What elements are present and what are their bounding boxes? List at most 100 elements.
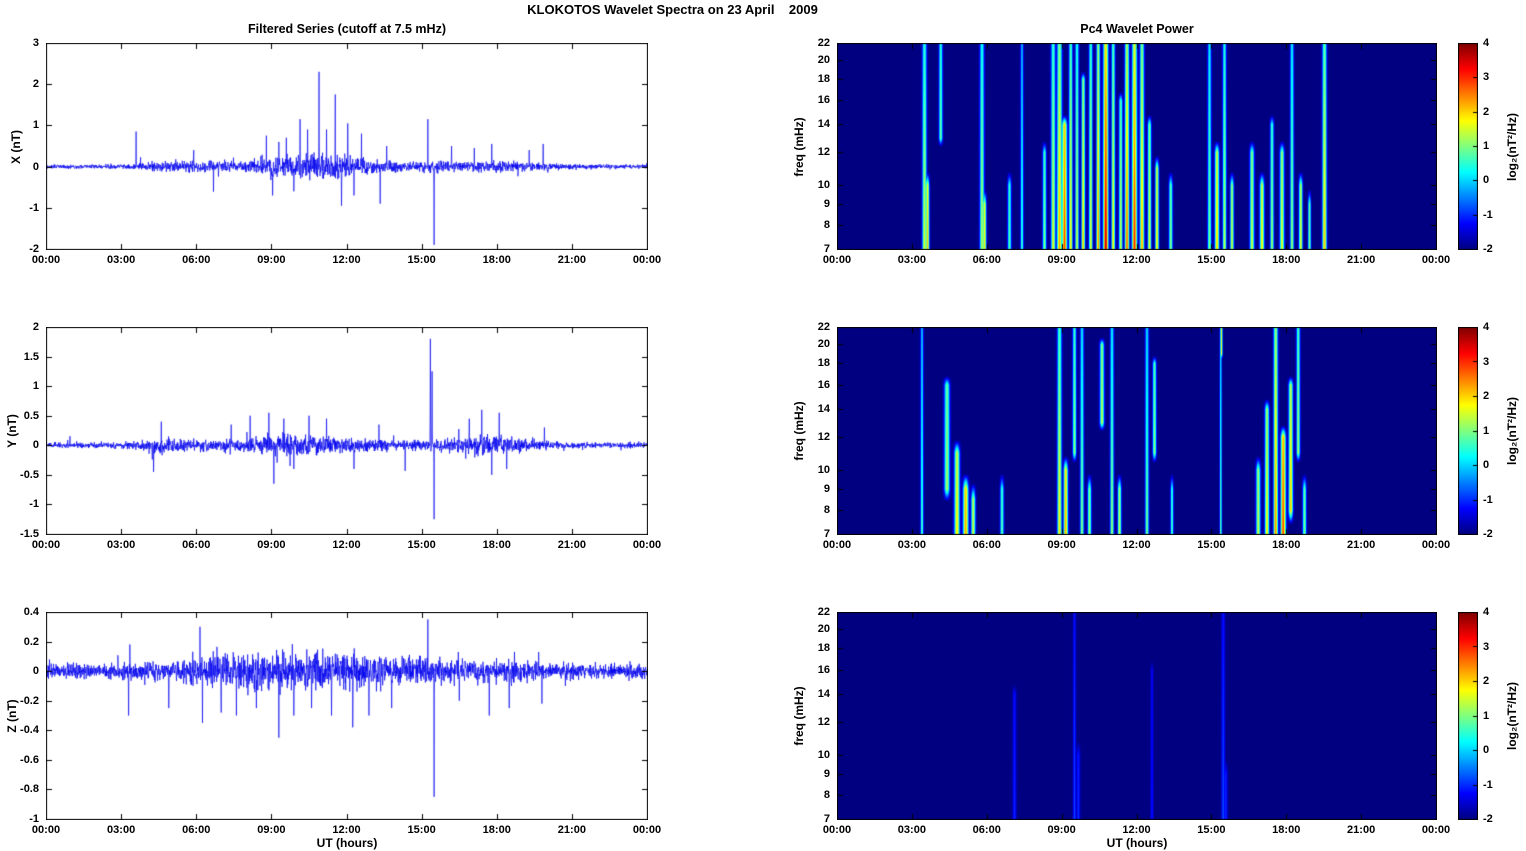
colorbar-tick-label: -2 [1483, 813, 1493, 825]
x-tick-label: 18:00 [1272, 254, 1301, 266]
colorbar-label-3: log₂(nT²/Hz) [1505, 682, 1519, 750]
x-tick-label: 21:00 [1347, 539, 1376, 551]
x-tick-label: 00:00 [632, 254, 662, 266]
x-tick-label: 03:00 [897, 254, 926, 266]
x-tick-label: 06:00 [972, 254, 1001, 266]
freq-tick-label: 22 [817, 321, 830, 333]
y-tick-label: -0.4 [20, 724, 39, 737]
x-tick-label: 00:00 [632, 539, 662, 551]
colorbar-tick-label: -1 [1483, 778, 1493, 791]
x-tick-label: 06:00 [972, 539, 1001, 551]
colorbar-tick-label: 3 [1483, 355, 1490, 368]
x-tick-label: 03:00 [107, 539, 136, 551]
x-tick-label: 03:00 [897, 824, 926, 836]
freq-tick-label: 12 [817, 430, 830, 443]
x-tick-label: 06:00 [972, 824, 1001, 836]
x-tick-label: 00:00 [31, 254, 61, 266]
freq-tick-label: 20 [817, 54, 830, 67]
colorbar-tick-label: 0 [1483, 744, 1490, 756]
freq-tick-label: 7 [823, 528, 830, 540]
x-tick-label: 09:00 [257, 539, 286, 551]
x-tick-label: 15:00 [1197, 539, 1226, 551]
x-tick-label: 00:00 [822, 254, 852, 266]
x-tick-label: 15:00 [1197, 254, 1226, 266]
filtered-series-title: Filtered Series (cutoff at 7.5 mHz) [248, 22, 446, 36]
freq-tick-label: 14 [817, 687, 830, 700]
freq-tick-label: 8 [823, 788, 830, 801]
y-tick-label: -1.5 [20, 528, 39, 540]
x-tick-label: 12:00 [332, 254, 361, 266]
y-tick-label: -1 [29, 813, 39, 825]
z-filtered-series-canvas [46, 612, 648, 820]
y-tick-label: 0 [32, 160, 39, 173]
x-tick-label: 09:00 [1047, 254, 1076, 266]
x-tick-label: 12:00 [332, 824, 361, 836]
freq-tick-label: 8 [823, 218, 830, 231]
x-tick-label: 15:00 [407, 539, 436, 551]
y-pc4-wavelet-power-colorbar-canvas [1458, 327, 1478, 535]
freq-tick-label: 16 [817, 94, 830, 107]
freq-tick-label: 22 [817, 37, 830, 49]
x-tick-label: 12:00 [332, 539, 361, 551]
x-tick-label: 09:00 [1047, 824, 1076, 836]
x-tick-label: 00:00 [1421, 254, 1451, 266]
x-tick-label: 00:00 [31, 824, 61, 836]
y-pc4-wavelet-power-canvas [837, 327, 1437, 535]
freq-tick-label: 16 [817, 663, 830, 676]
freq-axis-label-1: freq (mHz) [792, 117, 806, 177]
colorbar-tick-label: 4 [1483, 321, 1490, 333]
y-tick-label: 1.5 [23, 350, 39, 363]
figure-title: KLOKOTOS Wavelet Spectra on 23 April 200… [527, 2, 818, 17]
x-pc4-wavelet-power-canvas [837, 43, 1437, 250]
y-tick-label: 0.5 [23, 409, 39, 422]
freq-axis-label-3: freq (mHz) [792, 686, 806, 746]
freq-tick-label: 9 [823, 197, 830, 210]
colorbar-tick-label: 4 [1483, 606, 1490, 618]
colorbar-label-2: log₂(nT²/Hz) [1505, 397, 1519, 465]
freq-tick-label: 12 [817, 715, 830, 728]
x-tick-label: 21:00 [557, 824, 586, 836]
freq-tick-label: 18 [817, 642, 830, 655]
colorbar-tick-label: 1 [1483, 424, 1490, 437]
freq-tick-label: 20 [817, 623, 830, 636]
x-filtered-series-canvas [46, 43, 648, 250]
freq-tick-label: 12 [817, 146, 830, 159]
x-tick-label: 21:00 [1347, 254, 1376, 266]
freq-tick-label: 16 [817, 378, 830, 391]
y-tick-label: 0 [32, 665, 39, 678]
colorbar-label-1: log₂(nT²/Hz) [1505, 113, 1519, 181]
freq-axis-label-2: freq (mHz) [792, 401, 806, 461]
x-tick-label: 06:00 [182, 824, 211, 836]
x-tick-label: 03:00 [107, 254, 136, 266]
z-pc4-wavelet-power-canvas [837, 612, 1437, 820]
freq-tick-label: 14 [817, 402, 830, 415]
y-tick-label: 0 [32, 439, 39, 452]
x-axis-label: X (nT) [9, 130, 23, 164]
x-tick-label: 00:00 [1421, 824, 1451, 836]
y-tick-label: -2 [29, 243, 39, 255]
x-tick-label: 06:00 [182, 539, 211, 551]
x-tick-label: 18:00 [1272, 824, 1301, 836]
y-tick-label: 1 [32, 119, 39, 132]
freq-tick-label: 22 [817, 606, 830, 618]
x-tick-label: 18:00 [482, 539, 511, 551]
wavelet-power-title: Pc4 Wavelet Power [1080, 22, 1194, 36]
freq-tick-label: 10 [817, 178, 830, 191]
y-tick-label: 1 [32, 380, 39, 393]
x-tick-label: 15:00 [407, 824, 436, 836]
x-tick-label: 15:00 [1197, 824, 1226, 836]
x-tick-label: 06:00 [182, 254, 211, 266]
colorbar-tick-label: 3 [1483, 71, 1490, 84]
freq-tick-label: 9 [823, 767, 830, 780]
y-tick-label: 0.4 [23, 606, 39, 618]
x-tick-label: 21:00 [557, 539, 586, 551]
freq-tick-label: 9 [823, 482, 830, 495]
x-tick-label: 09:00 [257, 254, 286, 266]
y-tick-label: 2 [32, 321, 39, 333]
y-tick-label: 3 [32, 37, 39, 49]
x-tick-label: 12:00 [1122, 539, 1151, 551]
y-tick-label: -1 [29, 498, 39, 511]
colorbar-tick-label: 0 [1483, 174, 1490, 187]
x-tick-label: 21:00 [1347, 824, 1376, 836]
